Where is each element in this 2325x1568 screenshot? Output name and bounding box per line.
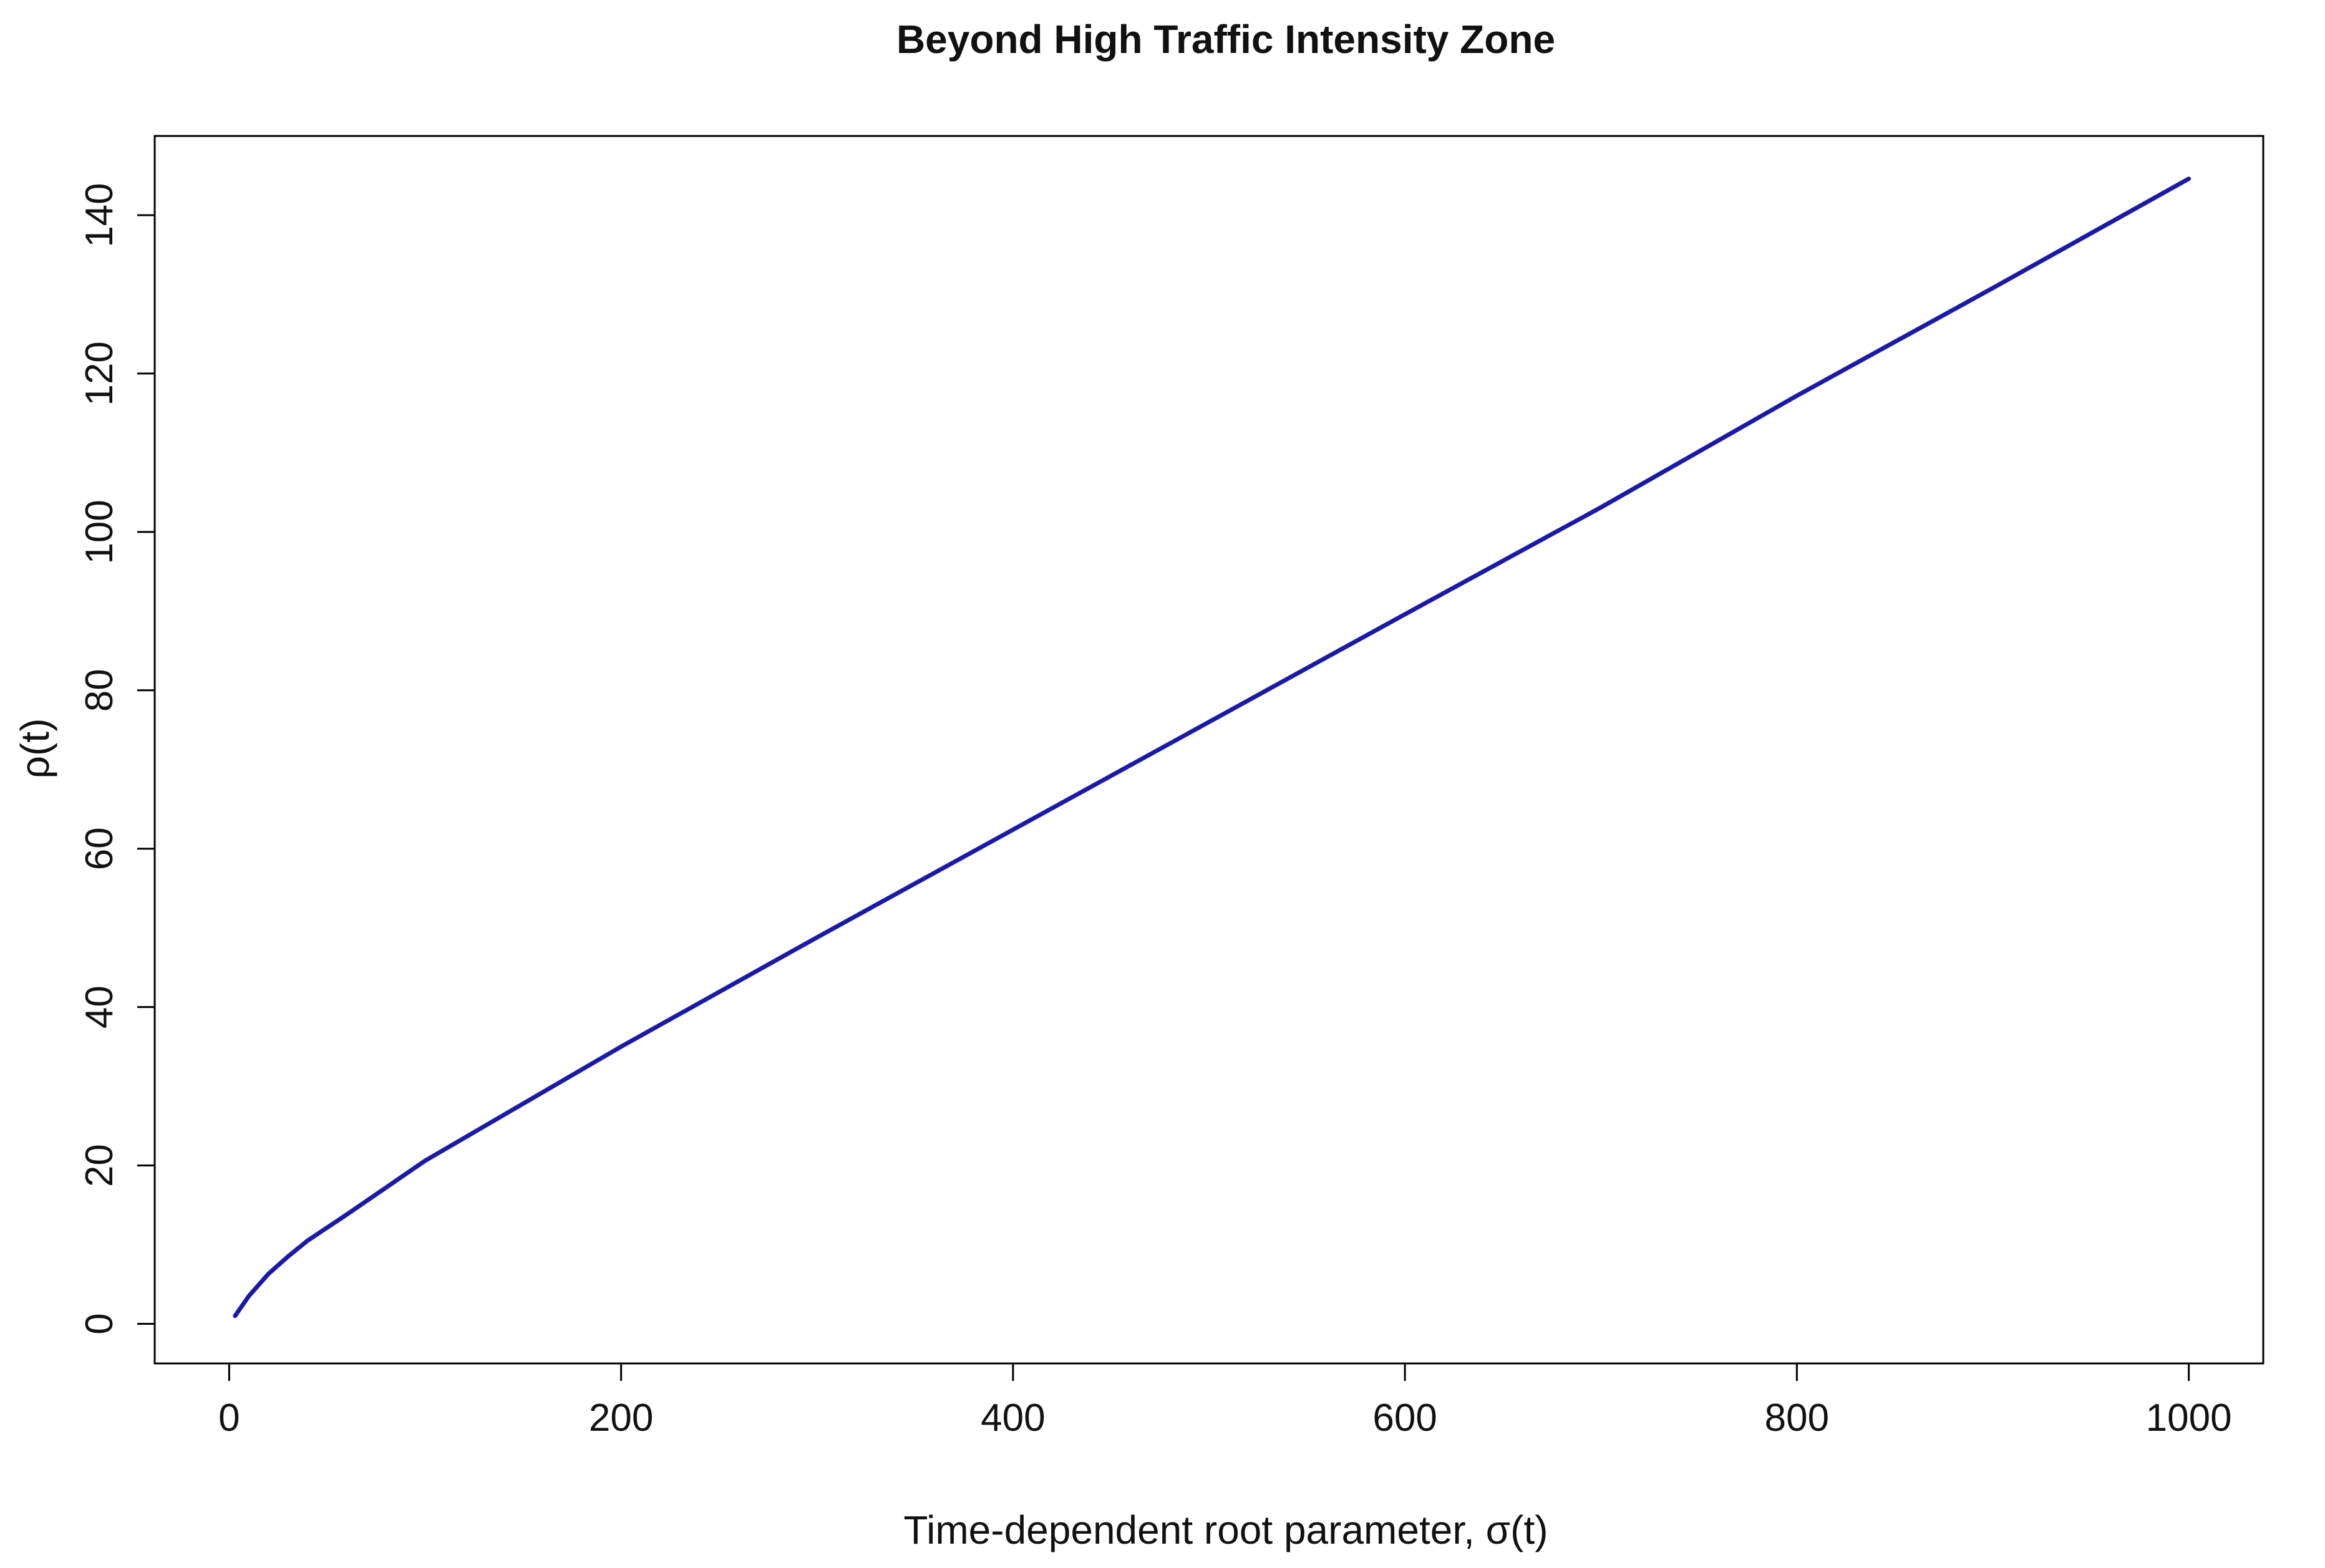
y-tick-label: 120 [78,341,121,405]
x-tick-label: 1000 [2146,1396,2232,1440]
y-tick-label: 40 [78,985,121,1028]
y-axis-label: ρ(t) [12,719,57,779]
x-tick-label: 800 [1765,1396,1829,1440]
y-tick-label: 20 [78,1144,121,1187]
y-tick-label: 0 [78,1313,121,1334]
y-tick-label: 100 [78,500,121,564]
x-tick-label: 0 [218,1396,240,1440]
y-tick-label: 140 [78,183,121,247]
x-tick-label: 200 [589,1396,653,1440]
chart-title: Beyond High Traffic Intensity Zone [896,17,1555,62]
y-axis-ticks: 0 20 40 60 80 100 120 140 [78,183,156,1335]
x-tick-label: 600 [1372,1396,1437,1440]
x-axis-label: Time-dependent root parameter, σ(t) [903,1508,1548,1552]
data-line [233,177,2192,1319]
plot-frame [153,135,2264,1365]
y-tick-label: 80 [78,669,121,712]
y-tick-label: 60 [78,827,121,870]
x-axis-ticks: 0 200 400 600 800 1000 [218,1362,2232,1440]
x-tick-label: 400 [981,1396,1045,1440]
